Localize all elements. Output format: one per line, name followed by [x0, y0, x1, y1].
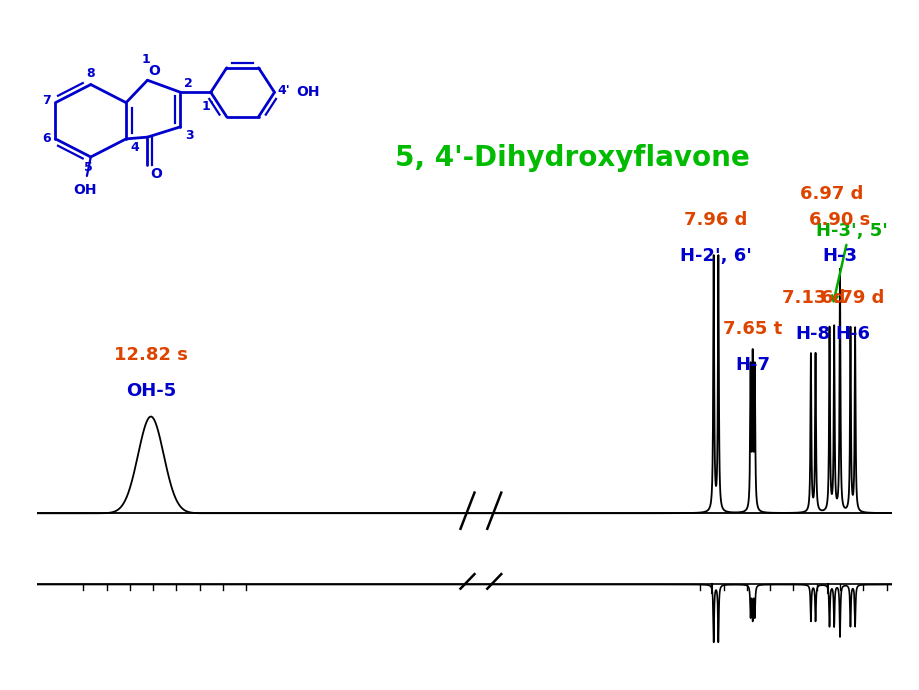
Text: 4': 4': [278, 84, 290, 97]
Text: 1': 1': [201, 100, 214, 113]
Text: H-8: H-8: [795, 325, 830, 343]
Text: O: O: [149, 64, 160, 79]
Text: 1: 1: [141, 52, 150, 66]
Text: H-6: H-6: [834, 325, 869, 343]
Text: H-7: H-7: [734, 356, 769, 374]
Text: 2: 2: [184, 77, 193, 90]
Text: 8: 8: [86, 68, 95, 80]
Text: O: O: [151, 168, 163, 181]
Text: 7.13 d: 7.13 d: [781, 288, 844, 307]
Text: 12.82 s: 12.82 s: [114, 346, 187, 364]
Text: 5, 4'-Dihydroxyflavone: 5, 4'-Dihydroxyflavone: [394, 144, 749, 172]
Text: 5: 5: [85, 161, 93, 174]
Text: OH-5: OH-5: [126, 382, 176, 400]
Text: 4: 4: [130, 141, 139, 154]
Text: OH: OH: [296, 86, 319, 99]
Text: 7.65 t: 7.65 t: [722, 319, 781, 337]
Text: 7.96 d: 7.96 d: [684, 211, 747, 229]
Text: 6.97 d: 6.97 d: [800, 186, 863, 204]
Text: H-2', 6': H-2', 6': [679, 248, 751, 266]
Text: 6.90 s: 6.90 s: [809, 211, 869, 229]
Text: H-3', 5': H-3', 5': [815, 221, 887, 239]
Text: H-3: H-3: [822, 248, 857, 266]
Text: 6.79 d: 6.79 d: [821, 288, 883, 307]
Text: 3: 3: [185, 128, 194, 141]
Text: OH: OH: [74, 183, 96, 197]
Text: 7: 7: [42, 95, 51, 108]
Text: 6: 6: [42, 132, 51, 146]
